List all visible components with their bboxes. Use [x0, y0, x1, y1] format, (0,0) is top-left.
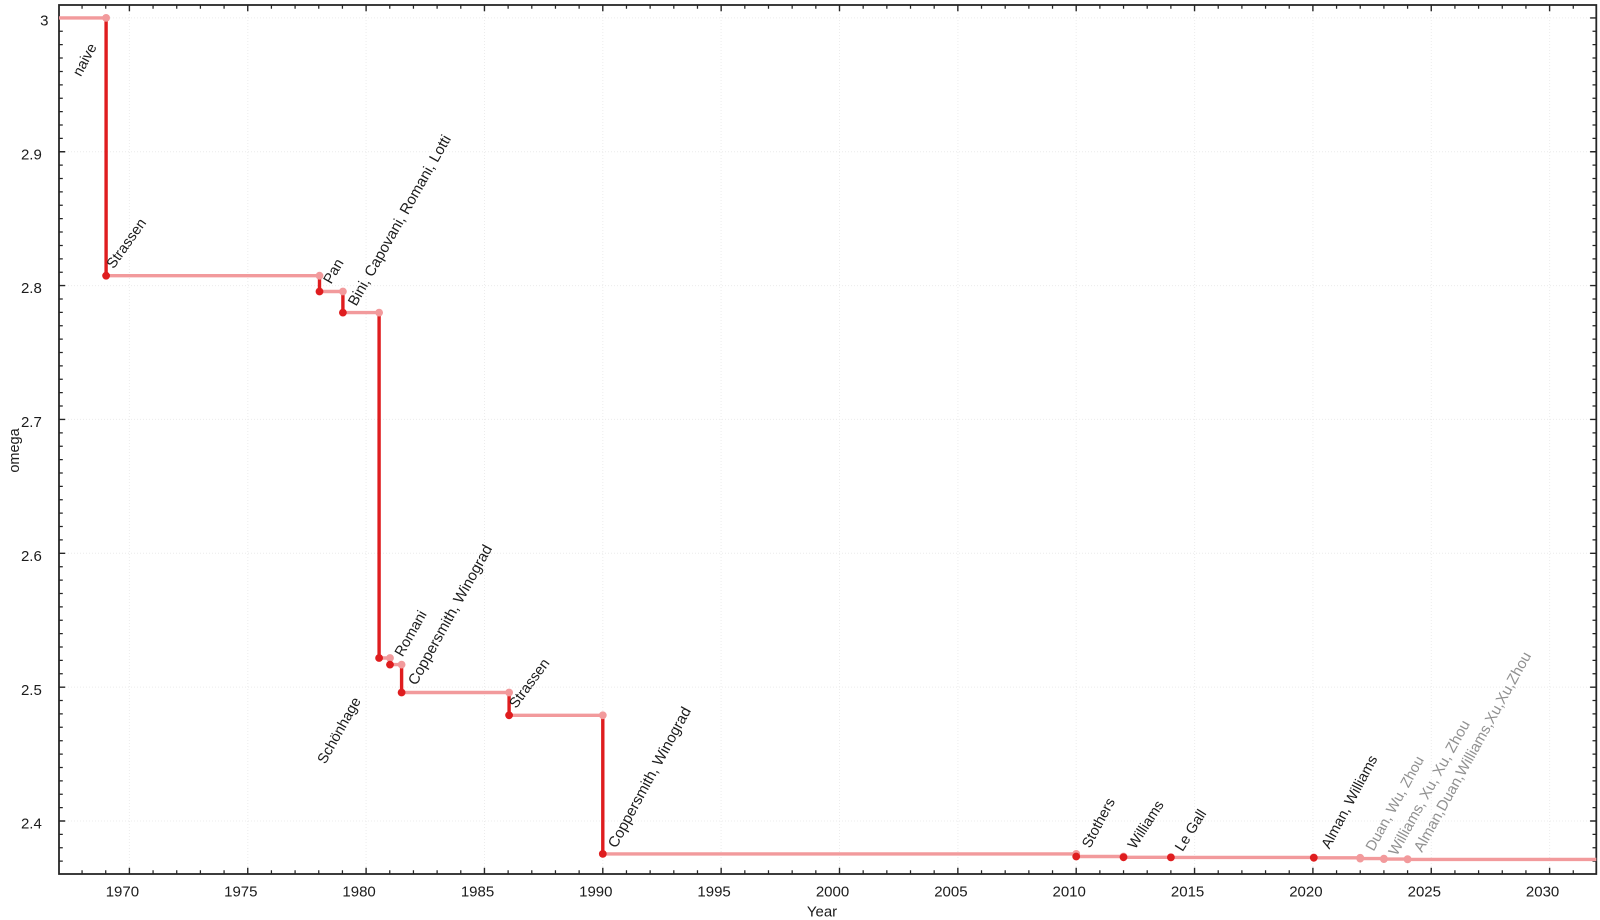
- svg-text:2000: 2000: [816, 884, 849, 901]
- svg-text:1970: 1970: [106, 884, 139, 901]
- svg-text:Year: Year: [807, 904, 837, 920]
- svg-text:1980: 1980: [342, 884, 375, 901]
- svg-text:1995: 1995: [697, 884, 730, 901]
- svg-text:2020: 2020: [1289, 884, 1322, 901]
- svg-text:2.8: 2.8: [21, 280, 42, 297]
- svg-text:1990: 1990: [579, 884, 612, 901]
- svg-text:1985: 1985: [461, 884, 494, 901]
- svg-text:2005: 2005: [934, 884, 967, 901]
- svg-text:omega: omega: [7, 427, 23, 472]
- svg-text:2.4: 2.4: [21, 816, 42, 833]
- svg-text:1975: 1975: [224, 884, 257, 901]
- svg-text:2030: 2030: [1526, 884, 1559, 901]
- svg-text:2025: 2025: [1408, 884, 1441, 901]
- svg-text:2.6: 2.6: [21, 548, 42, 565]
- svg-text:2015: 2015: [1171, 884, 1204, 901]
- svg-text:2010: 2010: [1053, 884, 1086, 901]
- svg-text:2.5: 2.5: [21, 682, 42, 699]
- svg-text:3: 3: [40, 13, 48, 30]
- svg-text:2.9: 2.9: [21, 146, 42, 163]
- svg-text:2.7: 2.7: [21, 414, 42, 431]
